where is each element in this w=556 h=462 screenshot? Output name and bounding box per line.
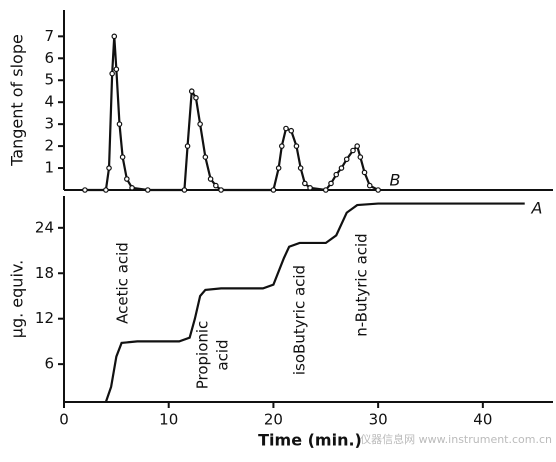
data-point: [213, 182, 219, 189]
data-point: [202, 154, 209, 160]
data-point: [270, 187, 277, 193]
data-point: [333, 171, 340, 178]
y-tick-label: 5: [44, 71, 54, 89]
data-point: [307, 185, 313, 191]
peak-label: Acetic acid: [114, 242, 132, 324]
y-tick-label: 1: [44, 159, 54, 177]
data-point: [366, 182, 373, 189]
x-tick-label: 0: [59, 411, 69, 429]
y-tick-label: 4: [44, 93, 54, 111]
data-point: [82, 187, 88, 193]
data-point: [357, 154, 364, 160]
data-point: [338, 165, 345, 171]
data-point: [278, 143, 285, 149]
y-tick-label: 18: [35, 264, 54, 282]
data-point: [116, 121, 123, 127]
y-axis-label: μg. equiv.: [8, 260, 27, 338]
y-tick-label: 24: [35, 218, 54, 236]
data-point: [288, 127, 295, 134]
peak-label: acid: [214, 339, 232, 370]
data-point: [354, 143, 360, 149]
data-point: [129, 185, 135, 191]
data-point: [218, 187, 224, 193]
watermark: 仪器信息网 www.instrument.com.cn: [360, 432, 552, 446]
curve-label: B: [390, 171, 401, 190]
data-point: [328, 180, 334, 187]
x-tick-label: 40: [473, 411, 492, 429]
data-point: [111, 33, 118, 40]
data-point: [361, 169, 368, 176]
data-point: [193, 95, 199, 101]
data-point: [375, 187, 381, 193]
data-point: [103, 187, 109, 193]
x-tick-label: 20: [264, 411, 283, 429]
data-point: [109, 70, 115, 77]
data-point: [113, 66, 120, 73]
y-axis-label: Tangent of slope: [8, 34, 27, 167]
data-point: [302, 180, 308, 187]
y-tick-label: 6: [44, 355, 54, 373]
data-point: [283, 125, 289, 132]
data-point: [297, 165, 304, 171]
data-line: [104, 202, 525, 403]
data-point: [181, 187, 188, 193]
data-point: [343, 156, 350, 163]
curve-label: A: [531, 199, 543, 218]
data-point: [197, 121, 203, 127]
x-tick-label: 30: [369, 411, 388, 429]
peak-label: Propionic: [194, 321, 212, 390]
data-point: [207, 176, 214, 182]
data-point: [184, 143, 191, 149]
data-line: [84, 36, 379, 192]
data-point: [124, 176, 130, 182]
x-tick-label: 10: [159, 411, 178, 429]
data-point: [275, 165, 282, 171]
data-point: [293, 143, 300, 149]
y-tick-label: 12: [35, 309, 54, 327]
data-point: [350, 147, 356, 154]
data-point: [322, 187, 329, 193]
data-point: [144, 187, 151, 193]
y-tick-label: 2: [44, 137, 54, 155]
peak-label: n-Butyric acid: [353, 233, 371, 336]
y-tick-label: 7: [44, 27, 54, 45]
data-point: [106, 165, 112, 171]
x-axis-label: Time (min.): [258, 431, 362, 450]
peak-label: isoButyric acid: [291, 265, 309, 375]
data-point: [188, 88, 195, 95]
y-tick-label: 3: [44, 115, 54, 133]
data-point: [119, 154, 126, 160]
y-tick-label: 6: [44, 49, 54, 67]
